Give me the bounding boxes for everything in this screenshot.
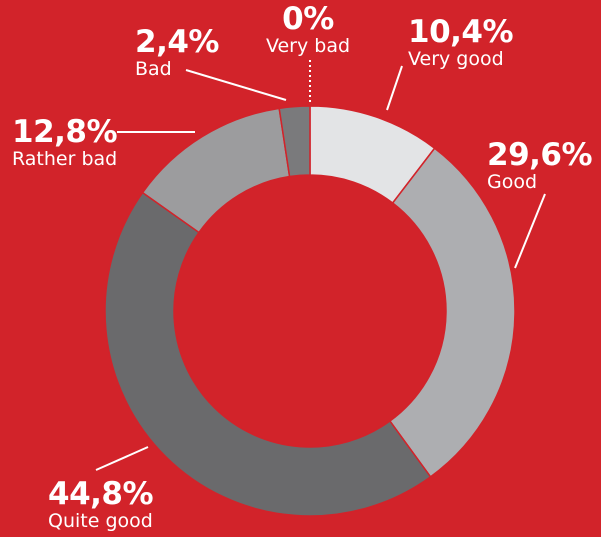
slice-bad — [278, 105, 311, 178]
label-very-good: 10,4% Very good — [408, 14, 514, 70]
name-rather-bad: Rather bad — [12, 148, 118, 170]
name-good: Good — [487, 171, 538, 193]
label-bad: 2,4% Bad — [135, 27, 219, 79]
label-quite-good: 44,8% Quite good — [48, 476, 154, 532]
name-bad: Bad — [135, 58, 172, 80]
leader-good — [514, 193, 546, 269]
pct-very-good: 10,4% — [408, 14, 514, 50]
leader-quite-good — [95, 446, 149, 471]
name-very-bad: Very bad — [265, 35, 351, 57]
label-very-bad: 0% Very bad — [258, 4, 358, 56]
label-good: 29,6% Good — [487, 137, 593, 193]
pct-quite-good: 44,8% — [48, 476, 154, 512]
leader-bad — [185, 69, 287, 101]
pct-bad: 2,4% — [135, 24, 219, 60]
label-rather-bad: 12,8% Rather bad — [12, 114, 118, 170]
leader-very-good — [386, 65, 403, 111]
pct-rather-bad: 12,8% — [12, 114, 118, 150]
name-very-good: Very good — [408, 48, 504, 70]
pct-very-bad: 0% — [282, 1, 334, 37]
name-quite-good: Quite good — [48, 510, 153, 532]
slice-quite-good — [104, 191, 432, 517]
slice-good — [388, 147, 516, 478]
pct-good: 29,6% — [487, 137, 593, 173]
